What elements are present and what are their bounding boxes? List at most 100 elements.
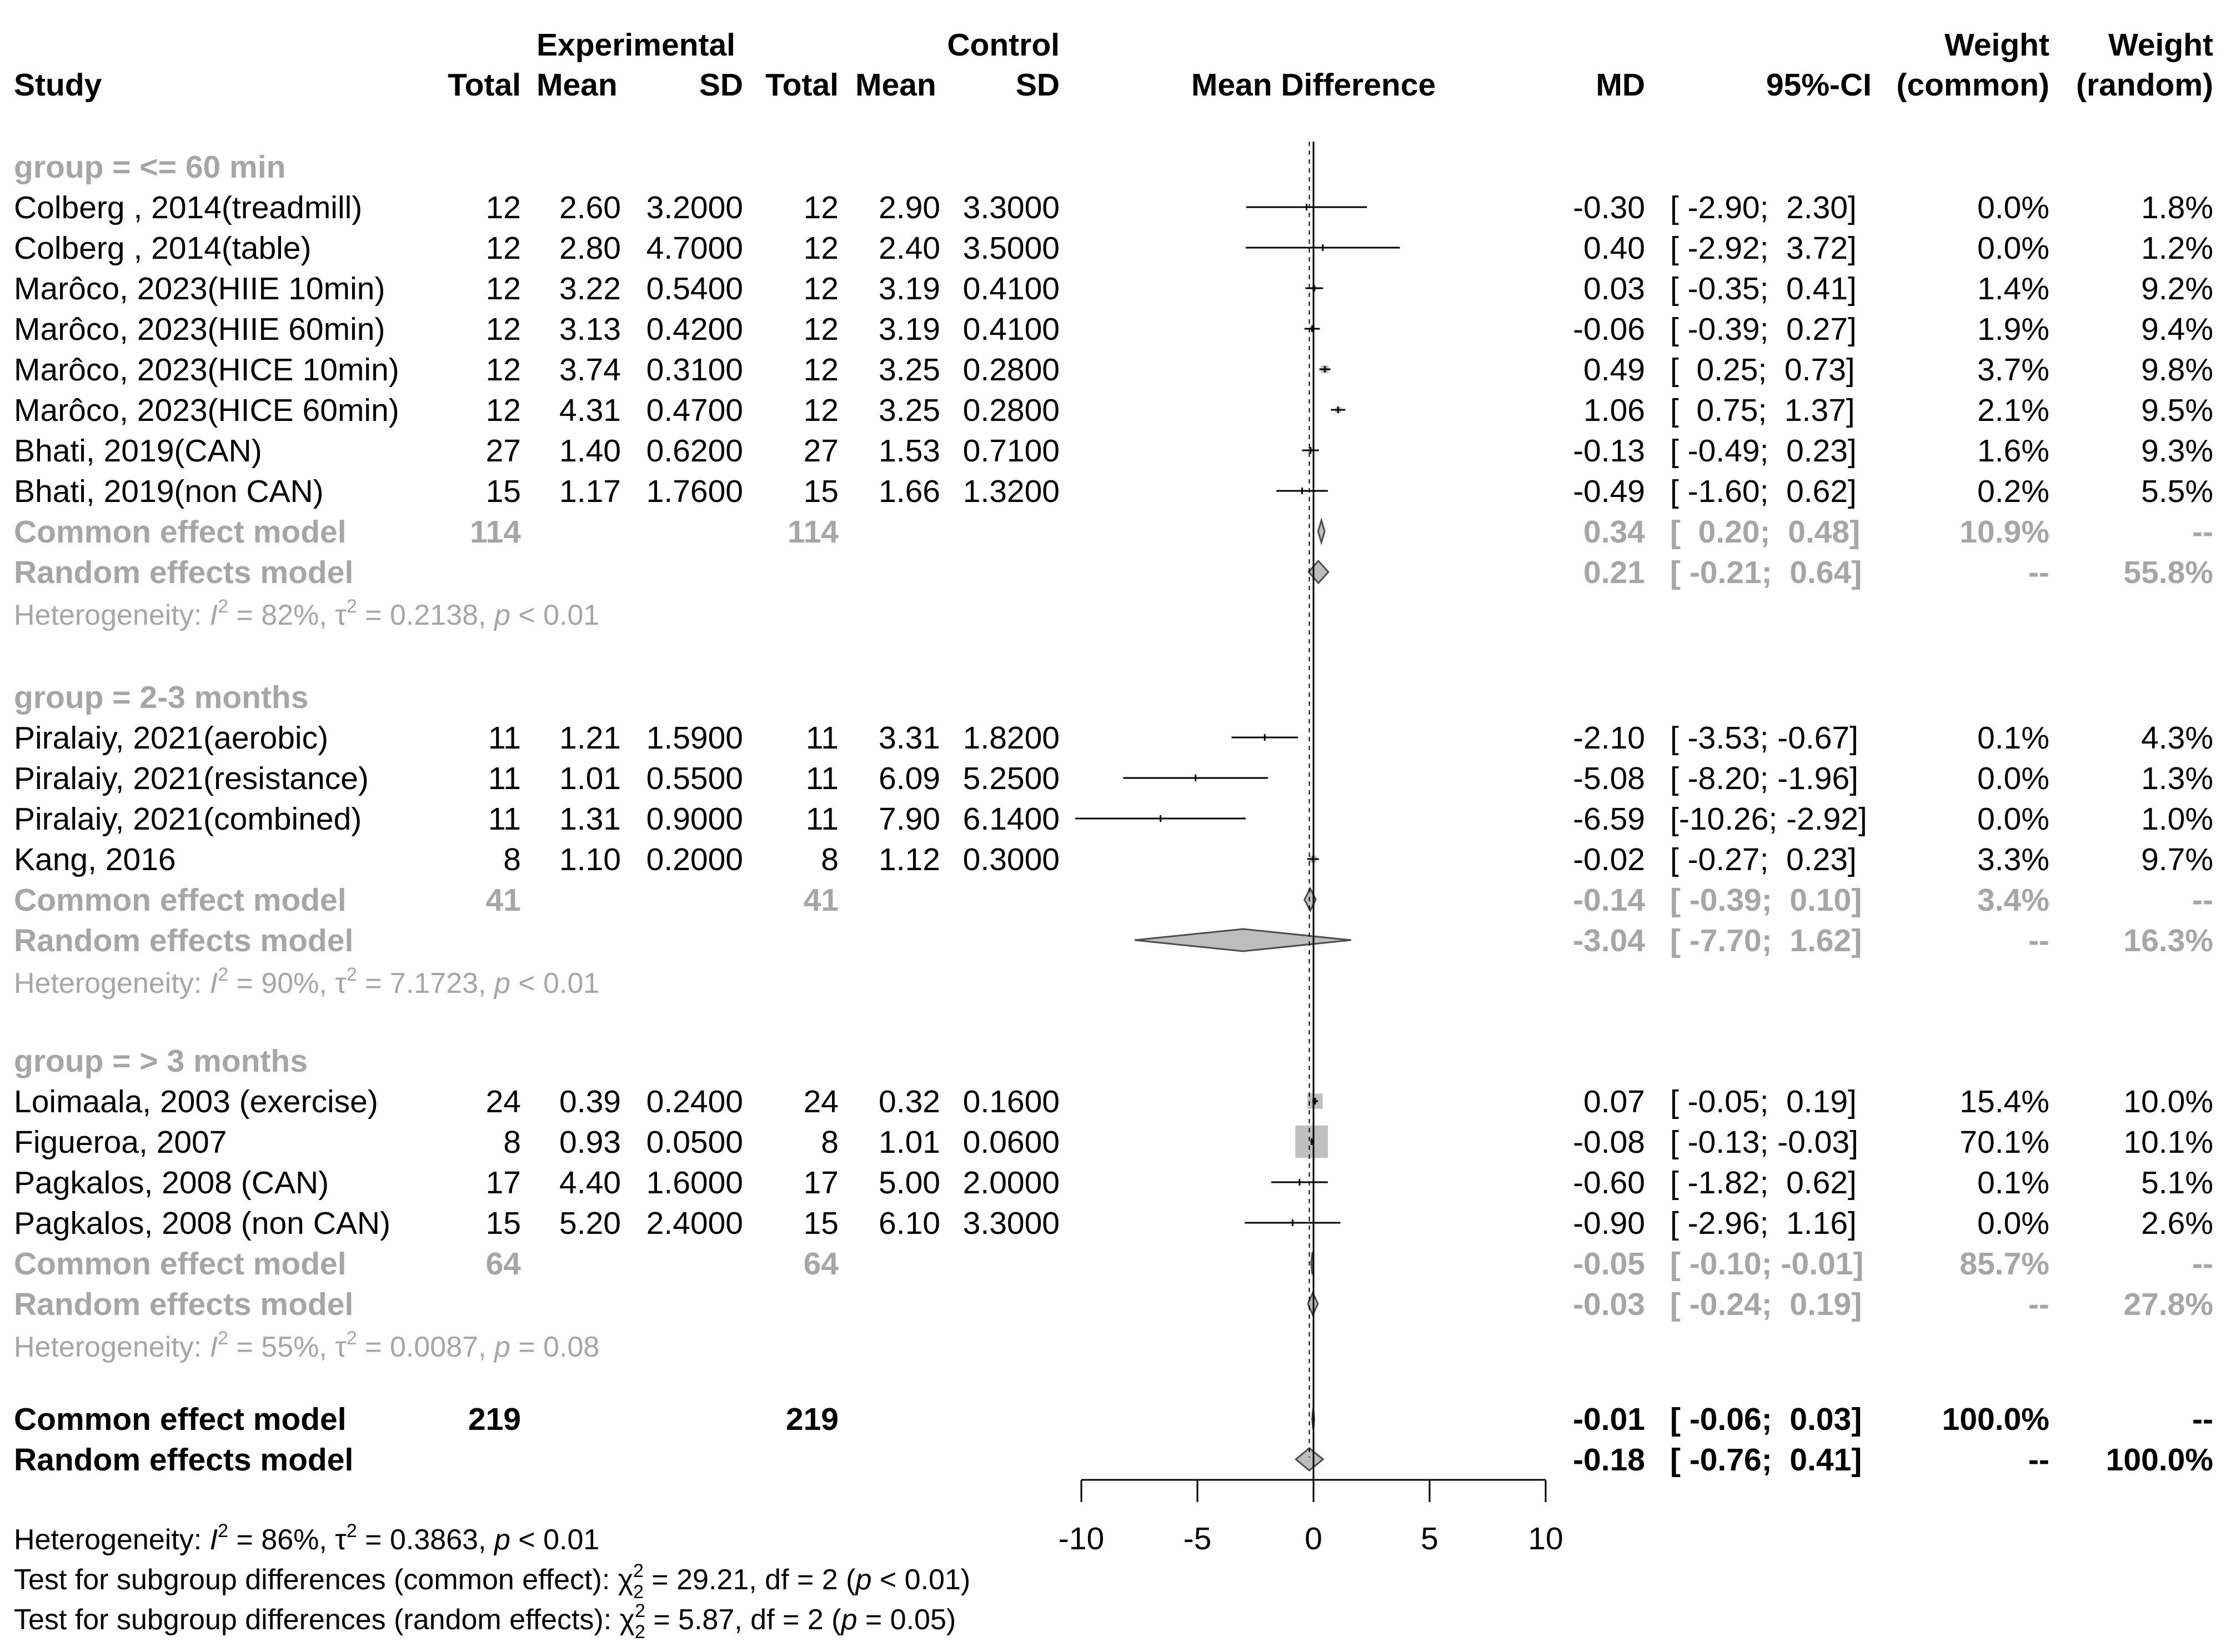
group-1-common-weight-random: --	[2192, 882, 2213, 918]
study-6-md: -0.13	[1573, 433, 1645, 469]
study-9-ci: [ -8.20; -1.96]	[1670, 761, 1858, 796]
group-0-random-md: 0.21	[1583, 555, 1645, 590]
study-5-exp-total: 12	[486, 393, 521, 428]
study-10-name: Piralaiy, 2021(combined)	[14, 801, 362, 837]
study-10-md: -6.59	[1573, 801, 1645, 837]
study-9-ctrl-sd: 5.2500	[963, 761, 1060, 796]
study-7-exp-sd: 1.7600	[646, 474, 743, 509]
group-0-random-weight-random: 55.8%	[2123, 555, 2213, 590]
group-1-random-label: Random effects model	[14, 923, 353, 958]
study-8-ctrl-total: 11	[806, 720, 839, 756]
study-7-ci: [ -1.60; 0.62]	[1670, 474, 1857, 509]
overall-random-weight-common: --	[2028, 1442, 2049, 1478]
study-15-name: Pagkalos, 2008 (non CAN)	[14, 1206, 390, 1241]
study-3-weight-random: 9.4%	[2141, 312, 2213, 347]
study-4-md: 0.49	[1583, 352, 1645, 388]
study-13-name: Figueroa, 2007	[14, 1124, 227, 1160]
header-mean-difference: Mean Difference	[1191, 67, 1436, 103]
overall-random-ci: [ -0.76; 0.41]	[1670, 1442, 1862, 1478]
group-0-common-ci: [ 0.20; 0.48]	[1670, 514, 1860, 550]
study-6-weight-random: 9.3%	[2141, 433, 2213, 469]
study-2-weight-random: 9.2%	[2141, 271, 2213, 307]
study-0-exp-sd: 3.2000	[646, 190, 743, 225]
overall-common-md: -0.01	[1573, 1402, 1645, 1437]
study-10-ci: [-10.26; -2.92]	[1670, 801, 1867, 837]
group-2-common-ctrl-total: 64	[804, 1246, 839, 1282]
x-tick-label-4: 10	[1528, 1521, 1563, 1556]
study-6-exp-total: 27	[486, 433, 521, 469]
group-0-common-exp-total: 114	[470, 514, 521, 550]
study-15-exp-total: 15	[486, 1206, 521, 1241]
study-7-exp-mean: 1.17	[559, 474, 621, 509]
study-10-ctrl-total: 11	[806, 801, 839, 837]
study-0-ci: [ -2.90; 2.30]	[1670, 190, 1857, 225]
study-14-weight-common: 0.1%	[1977, 1165, 2049, 1201]
study-12-ctrl-sd: 0.1600	[963, 1084, 1060, 1119]
study-10-exp-total: 11	[488, 801, 521, 837]
overall-common-label: Common effect model	[14, 1402, 347, 1437]
study-12-weight-random: 10.0%	[2123, 1084, 2213, 1119]
study-7-weight-common: 0.2%	[1977, 474, 2049, 509]
study-15-exp-mean: 5.20	[559, 1206, 621, 1241]
study-5-ctrl-total: 12	[804, 393, 839, 428]
group-1-heterogeneity: Heterogeneity: I2 = 90%, τ2 = 7.1723, p …	[14, 964, 599, 1000]
study-13-exp-total: 8	[503, 1124, 521, 1160]
study-2-ctrl-total: 12	[804, 271, 839, 307]
group-0-common-diamond	[1317, 517, 1326, 546]
study-11-exp-mean: 1.10	[559, 842, 621, 877]
study-9-weight-common: 0.0%	[1977, 761, 2049, 796]
study-7-ctrl-total: 15	[804, 474, 839, 509]
overall-common-weight-random: --	[2192, 1402, 2213, 1437]
study-11-exp-sd: 0.2000	[646, 842, 743, 877]
header-weight-random-1: Weight	[2108, 27, 2213, 63]
study-6-weight-common: 1.6%	[1977, 433, 2049, 469]
header-ci: 95%-CI	[1766, 67, 1872, 103]
study-15-ctrl-mean: 6.10	[879, 1206, 940, 1241]
study-12-name: Loimaala, 2003 (exercise)	[14, 1084, 378, 1119]
group-2-common-md: -0.05	[1573, 1246, 1645, 1282]
study-15-md: -0.90	[1573, 1206, 1645, 1241]
study-2-name: Marôco, 2023(HIIE 10min)	[14, 271, 385, 307]
study-6-exp-mean: 1.40	[559, 433, 621, 469]
study-9-md: -5.08	[1573, 761, 1645, 796]
group-0-label: group = <= 60 min	[14, 149, 285, 185]
study-2-ci: [ -0.35; 0.41]	[1670, 271, 1857, 307]
study-13-ci: [ -0.13; -0.03]	[1670, 1124, 1858, 1160]
x-tick-label-0: -10	[1059, 1521, 1104, 1556]
study-15-weight-random: 2.6%	[2141, 1206, 2213, 1241]
study-8-ctrl-mean: 3.31	[879, 720, 940, 756]
study-10-exp-sd: 0.9000	[646, 801, 743, 837]
study-3-weight-common: 1.9%	[1977, 312, 2049, 347]
study-5-ctrl-mean: 3.25	[879, 393, 940, 428]
study-6-ctrl-sd: 0.7100	[963, 433, 1060, 469]
group-1-common-exp-total: 41	[486, 882, 521, 918]
study-2-ctrl-sd: 0.4100	[963, 271, 1060, 307]
study-3-ctrl-sd: 0.4100	[963, 312, 1060, 347]
group-1-random-md: -3.04	[1573, 923, 1645, 958]
header-weight-random-2: (random)	[2076, 67, 2213, 103]
study-14-ctrl-sd: 2.0000	[963, 1165, 1060, 1201]
footer-test-common: Test for subgroup differences (common ef…	[14, 1560, 970, 1603]
study-13-weight-common: 70.1%	[1959, 1124, 2049, 1160]
study-7-name: Bhati, 2019(non CAN)	[14, 474, 324, 509]
study-5-weight-random: 9.5%	[2141, 393, 2213, 428]
study-2-exp-total: 12	[486, 271, 521, 307]
header-exp-mean: Mean	[537, 67, 618, 103]
study-12-exp-sd: 0.2400	[646, 1084, 743, 1119]
study-11-weight-common: 3.3%	[1977, 842, 2049, 877]
study-11-ctrl-mean: 1.12	[879, 842, 940, 877]
group-2-common-weight-common: 85.7%	[1959, 1246, 2049, 1282]
study-14-md: -0.60	[1573, 1165, 1645, 1201]
study-5-name: Marôco, 2023(HICE 60min)	[14, 393, 399, 428]
group-1-common-ci: [ -0.39; 0.10]	[1670, 882, 1862, 918]
overall-common-exp-total: 219	[468, 1402, 521, 1437]
study-0-exp-total: 12	[486, 190, 521, 225]
study-11-name: Kang, 2016	[14, 842, 176, 877]
study-6-ctrl-mean: 1.53	[879, 433, 940, 469]
study-1-name: Colberg , 2014(table)	[14, 230, 312, 266]
study-3-ctrl-total: 12	[804, 312, 839, 347]
study-15-exp-sd: 2.4000	[646, 1206, 743, 1241]
group-2-random-ci: [ -0.24; 0.19]	[1670, 1287, 1862, 1322]
study-5-exp-sd: 0.4700	[646, 393, 743, 428]
study-14-exp-sd: 1.6000	[646, 1165, 743, 1201]
